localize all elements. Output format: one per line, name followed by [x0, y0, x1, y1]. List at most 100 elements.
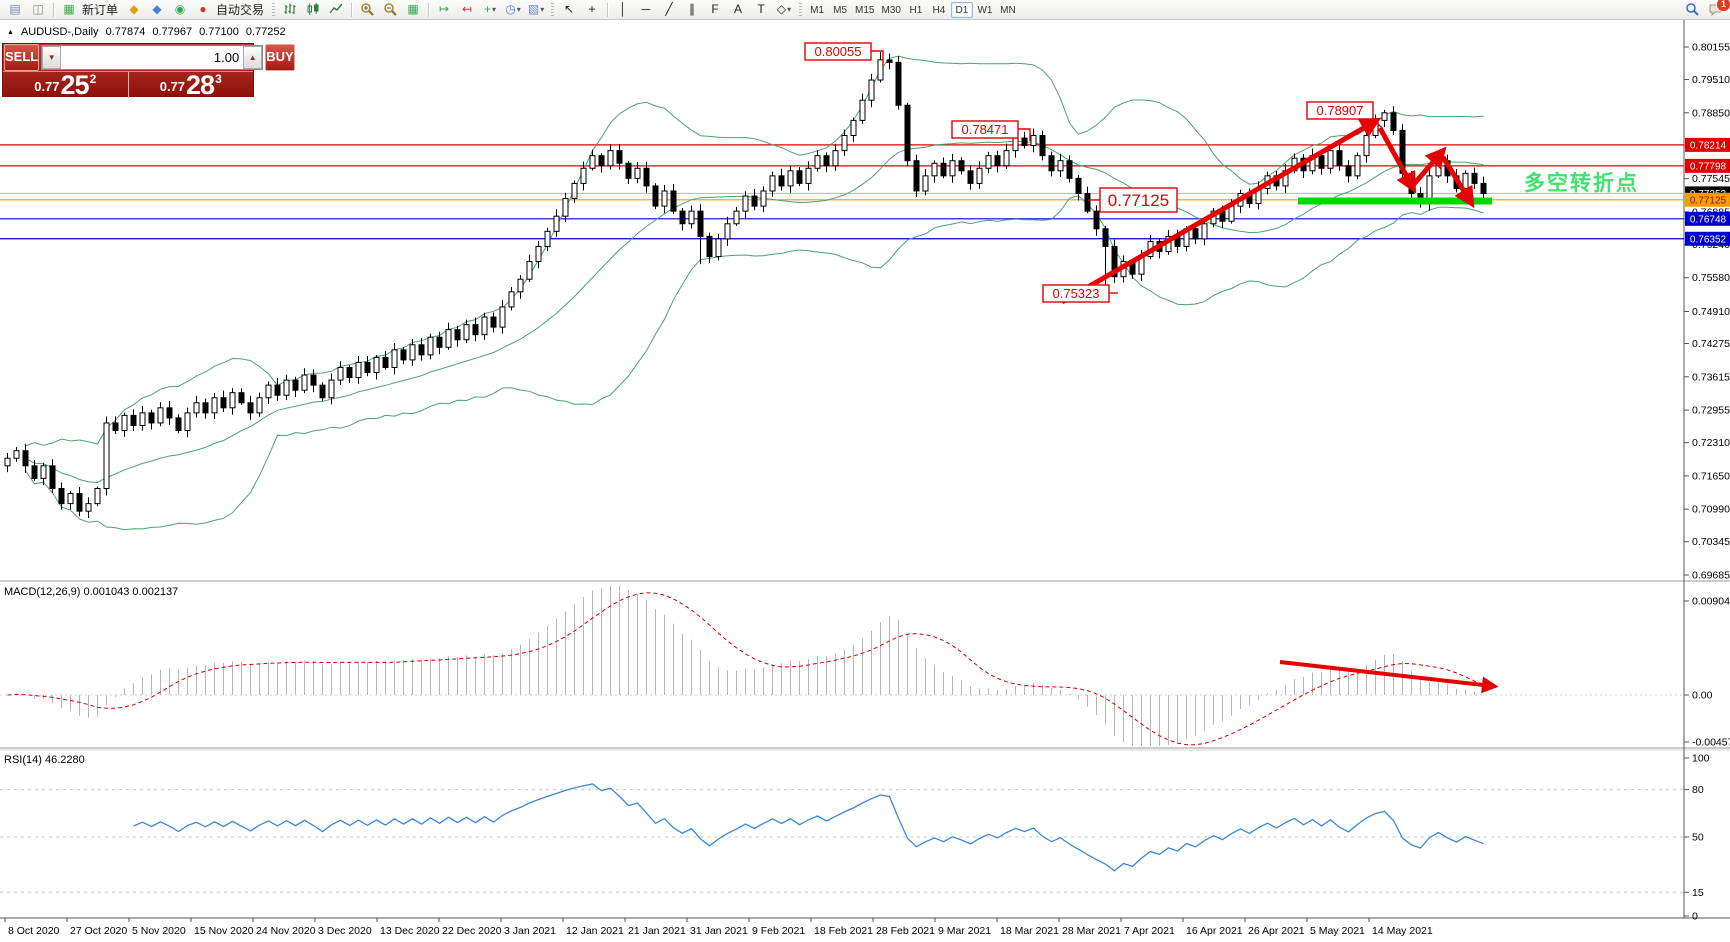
chat-icon[interactable]: 1 — [1704, 0, 1730, 19]
date-label: 15 Nov 2020 — [194, 925, 254, 937]
expert-advisors-icon-glyph: ◆ — [129, 2, 139, 16]
dropdown-caret-icon[interactable]: ▾ — [516, 5, 521, 14]
buy-button[interactable]: BUY — [265, 44, 295, 71]
sell-price-sup: 2 — [89, 72, 97, 86]
arrows-icon[interactable]: ◇ ▾ — [773, 0, 795, 19]
trend-arrow[interactable] — [1377, 126, 1417, 194]
svg-text:0.009046: 0.009046 — [1692, 596, 1730, 608]
line-chart-icon[interactable] — [325, 0, 347, 19]
trend-arrow[interactable] — [1279, 660, 1499, 694]
toolbar-grip[interactable] — [551, 2, 555, 17]
volume-up-button[interactable]: ▲ — [243, 46, 263, 69]
svg-text:15: 15 — [1692, 887, 1704, 899]
volume-input[interactable] — [61, 46, 244, 69]
channel-icon[interactable]: ∥ — [681, 0, 703, 19]
svg-text:0.72310: 0.72310 — [1692, 437, 1730, 449]
annotation-box[interactable] — [1042, 284, 1110, 303]
new-order-button[interactable]: ▦ — [58, 0, 80, 19]
sell-button[interactable]: SELL — [4, 44, 40, 71]
market-icon[interactable]: ◆ — [146, 0, 168, 19]
toolbar-grip[interactable] — [799, 2, 803, 17]
svg-text:0.80155: 0.80155 — [1692, 42, 1730, 54]
text-icon[interactable]: A — [727, 0, 749, 19]
auto-scroll-icon[interactable]: ↦ — [433, 0, 455, 19]
dropdown-caret-icon[interactable]: ▾ — [492, 5, 497, 14]
autotrading-button[interactable]: ● — [192, 0, 214, 19]
new-order-button-label[interactable]: 新订单 — [82, 3, 119, 17]
sell-price[interactable]: 0.77 25 2 — [3, 72, 129, 99]
trend-arrow[interactable] — [1060, 117, 1382, 305]
text-label-icon[interactable]: T — [750, 0, 772, 19]
svg-text:0.76352: 0.76352 — [1690, 234, 1727, 245]
svg-text:80: 80 — [1692, 784, 1704, 796]
buy-price-small: 0.77 — [159, 79, 186, 94]
svg-text:0.77798: 0.77798 — [1690, 161, 1727, 172]
timeframe-button-m1[interactable]: M1 — [806, 2, 828, 18]
timeframe-button-h4[interactable]: H4 — [928, 2, 950, 18]
arrows-icon-glyph: ◇ — [776, 2, 787, 16]
collapse-triangle-icon[interactable]: ▲ — [7, 28, 14, 36]
svg-text:0.78850: 0.78850 — [1692, 107, 1730, 119]
candles-chart-icon[interactable] — [302, 0, 324, 19]
tile-windows-icon[interactable]: ▦ — [402, 0, 424, 19]
chart-profiles-icon[interactable]: ◫ — [27, 0, 49, 19]
price-badge — [1685, 231, 1730, 246]
toolbar-grip[interactable] — [272, 2, 276, 17]
vertical-line-icon-glyph: │ — [619, 2, 627, 16]
date-label: 22 Dec 2020 — [442, 925, 502, 937]
search-icon[interactable] — [1681, 0, 1703, 19]
buy-price-big: 28 — [186, 70, 215, 100]
timeframe-button-m30[interactable]: M30 — [878, 2, 903, 18]
buy-price[interactable]: 0.77 28 3 — [129, 70, 254, 100]
trend-arrow[interactable] — [1440, 155, 1475, 209]
timeframe-button-w1[interactable]: W1 — [974, 2, 996, 18]
cursor-icon[interactable]: ↖ — [558, 0, 580, 19]
timeframe-button-mn[interactable]: MN — [997, 2, 1019, 18]
trend-arrow[interactable] — [1412, 146, 1447, 186]
bollinger-lower — [25, 195, 1484, 531]
timeframe-button-d1[interactable]: D1 — [950, 1, 973, 18]
date-label: 9 Feb 2021 — [752, 925, 805, 937]
price-badge — [1685, 192, 1730, 207]
annotation-box[interactable] — [1306, 101, 1374, 120]
annotation-text: 0.77125 — [1108, 191, 1169, 210]
vertical-line-icon[interactable]: │ — [612, 0, 634, 19]
timeframe-button-m15[interactable]: M15 — [852, 2, 877, 18]
zoom-in-icon[interactable] — [356, 0, 378, 19]
symbol-period-label: AUDUSD-,Daily — [20, 26, 99, 38]
autotrading-button-label[interactable]: 自动交易 — [216, 3, 265, 17]
macd-label: MACD(12,26,9) 0.001043 0.002137 — [4, 586, 178, 598]
timeframe-button-m5[interactable]: M5 — [829, 2, 851, 18]
annotation-box[interactable] — [804, 42, 872, 61]
trendline-icon[interactable]: ╱ — [658, 0, 680, 19]
bars-chart-icon[interactable] — [279, 0, 301, 19]
signals-icon[interactable]: ◉ — [169, 0, 191, 19]
templates-icon[interactable]: ▧ ▾ — [525, 0, 547, 19]
periods-icon[interactable]: ◷ ▾ — [502, 0, 524, 19]
chart-shift-icon[interactable]: ↤ — [456, 0, 478, 19]
text-icon-glyph: A — [734, 2, 743, 16]
annotation-box[interactable] — [951, 120, 1019, 139]
dropdown-caret-icon[interactable]: ▾ — [540, 5, 545, 14]
date-label: 5 Nov 2020 — [132, 925, 186, 937]
annotation-text: 0.78907 — [1317, 103, 1364, 118]
new-chart-icon[interactable]: ▤ — [4, 0, 26, 19]
indicators-icon[interactable]: + ▾ — [479, 0, 501, 19]
expert-advisors-icon[interactable]: ◆ — [123, 0, 145, 19]
dropdown-caret-icon[interactable]: ▾ — [787, 5, 792, 14]
volume-down-button[interactable]: ▼ — [42, 46, 62, 69]
zoom-out-icon[interactable] — [379, 0, 401, 19]
horizontal-line-icon[interactable]: ─ — [635, 0, 657, 19]
timeframe-button-h1[interactable]: H1 — [905, 2, 927, 18]
annotation-box[interactable] — [1099, 187, 1178, 213]
svg-text:0.77545: 0.77545 — [1692, 173, 1730, 185]
svg-text:-0.004574: -0.004574 — [1692, 737, 1730, 749]
macd-axis: 0.009046 0.00 -0.004574 — [1684, 596, 1730, 749]
svg-text:0.69685: 0.69685 — [1692, 569, 1730, 581]
trendline-icon-glyph: ╱ — [665, 2, 673, 16]
crosshair-icon[interactable]: + — [581, 0, 603, 19]
macd-signal-line — [7, 592, 1484, 746]
fibonacci-icon[interactable]: F — [704, 0, 726, 19]
svg-text:0.71650: 0.71650 — [1692, 470, 1730, 482]
